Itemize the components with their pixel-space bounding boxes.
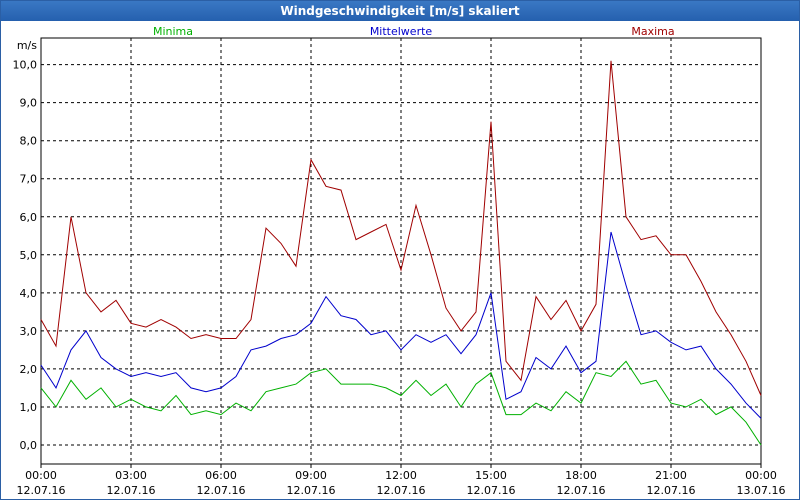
y-tick-label: 1,0 bbox=[20, 401, 38, 414]
chart-area: 0,0 1,0 2,0 3,0 4,0 5,0 6,0 7,0 8,0 9,0 10,0 m/s 00:… bbox=[13, 25, 786, 497]
x-tick-time: 21:00 bbox=[655, 469, 687, 482]
x-tick-date: 12.07.16 bbox=[467, 484, 516, 497]
x-tick-date: 13.07.16 bbox=[737, 484, 786, 497]
y-tick-label: 2,0 bbox=[20, 363, 38, 376]
series-line-minima bbox=[40, 360, 762, 446]
series-line-maxima bbox=[40, 60, 762, 396]
y-tick-label: 7,0 bbox=[20, 173, 38, 186]
window-title: Windgeschwindigkeit [m/s] skaliert bbox=[1, 1, 799, 21]
x-tick-time: 03:00 bbox=[115, 469, 147, 482]
x-tick-time: 09:00 bbox=[295, 469, 327, 482]
y-tick-label: 8,0 bbox=[20, 135, 38, 148]
y-axis-label: m/s bbox=[17, 39, 37, 52]
y-tick-label: 9,0 bbox=[20, 97, 38, 110]
x-tick-date: 12.07.16 bbox=[557, 484, 606, 497]
x-tick-date: 12.07.16 bbox=[647, 484, 696, 497]
legend-minima: Minima bbox=[153, 25, 193, 38]
y-tick-label: 10,0 bbox=[13, 59, 38, 72]
y-tick-label: 3,0 bbox=[20, 325, 38, 338]
y-tick-label: 5,0 bbox=[20, 249, 38, 262]
x-tick-time: 06:00 bbox=[205, 469, 237, 482]
legend-mittelwerte: Mittelwerte bbox=[370, 25, 433, 38]
legend-maxima: Maxima bbox=[631, 25, 674, 38]
y-tick-label: 0,0 bbox=[20, 439, 38, 452]
y-tick-label: 4,0 bbox=[20, 287, 38, 300]
x-tick-time: 12:00 bbox=[385, 469, 417, 482]
x-tick-date: 12.07.16 bbox=[377, 484, 426, 497]
x-tick-time: 00:00 bbox=[745, 469, 777, 482]
x-tick-time: 18:00 bbox=[565, 469, 597, 482]
x-tick-time: 15:00 bbox=[475, 469, 507, 482]
x-tick-date: 12.07.16 bbox=[107, 484, 156, 497]
y-tick-label: 6,0 bbox=[20, 211, 38, 224]
x-tick-date: 12.07.16 bbox=[17, 484, 66, 497]
x-tick-time: 00:00 bbox=[25, 469, 57, 482]
series-line-mittelwerte bbox=[40, 231, 762, 419]
x-tick-date: 12.07.16 bbox=[197, 484, 246, 497]
x-tick-date: 12.07.16 bbox=[287, 484, 336, 497]
